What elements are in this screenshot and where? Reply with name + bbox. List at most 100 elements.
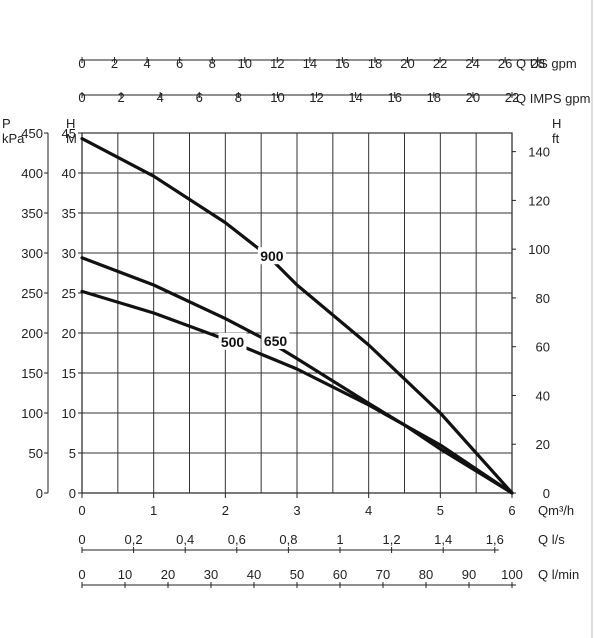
secondary-axis-label: Q IMPS gpm [516,91,590,106]
secondary-tick-label: 90 [462,567,476,582]
secondary-axis-us-gpm: 0 2 4 6 8 10 12 14 16 18 20 22 24 26 28Q US gpm [78,56,576,71]
pressure-tick-label: 50 [29,446,43,461]
secondary-axis-label: Q US gpm [516,56,577,71]
pressure-tick-label: 400 [21,166,43,181]
pressure-tick-label: 100 [21,406,43,421]
x-tick-label: 3 [293,503,300,518]
pressure-tick-label: 200 [21,326,43,341]
secondary-tick-label: 1 [336,532,343,547]
head-ft-axis-unit: ft [552,131,560,146]
secondary-tick-label: 70 [376,567,390,582]
secondary-tick-label: 16 [387,90,401,105]
secondary-tick-label: 100 [501,567,523,582]
secondary-tick-label: 20 [161,567,175,582]
head-m-tick-label: 10 [62,406,76,421]
head-m-tick-label: 25 [62,286,76,301]
curve-label-900: 900 [260,248,284,264]
head-ft-tick-label: 140 [528,145,550,160]
curves [80,137,514,495]
secondary-tick-label: 40 [247,567,261,582]
x-tick-label: 6 [508,503,515,518]
head-m-axis-label: H [66,116,75,131]
secondary-tick-label: 1,4 [434,532,452,547]
secondary-tick-label: 0 [78,90,85,105]
secondary-tick-label: 8 [209,56,216,71]
secondary-tick-label: 12 [309,90,323,105]
secondary-tick-label: 1,6 [486,532,504,547]
secondary-tick-label: 8 [235,90,242,105]
secondary-tick-label: 10 [238,56,252,71]
secondary-tick-label: 4 [143,56,150,71]
secondary-tick-label: 60 [333,567,347,582]
head-ft-axis-label: H [552,116,561,131]
curve-650 [80,256,514,495]
curve-label-background [261,332,290,349]
secondary-tick-label: 22 [505,90,519,105]
x-tick-label: 4 [365,503,372,518]
head-m-tick-label: 45 [62,126,76,141]
pressure-axis-label: P [2,116,11,131]
secondary-tick-label: 14 [303,56,317,71]
head-ft-tick-label: 100 [528,242,550,257]
head-ft-tick-label: 20 [536,437,550,452]
pressure-axis-unit: kPa [2,131,25,146]
curve-label-background [218,332,247,350]
secondary-axis-imps-gpm: 0 2 4 6 8 10 12 14 16 18 20 22Q IMPS gpm [78,90,590,106]
head-ft-tick-label: 80 [536,291,550,306]
secondary-tick-label: 22 [433,56,447,71]
secondary-tick-label: 0,6 [228,532,246,547]
curve-label-background [257,247,286,265]
secondary-tick-label: 24 [465,56,479,71]
secondary-tick-label: 4 [157,90,164,105]
head-m-tick-label: 20 [62,326,76,341]
head-m-tick-label: 15 [62,366,76,381]
x-tick-label: 5 [437,503,444,518]
secondary-tick-label: 10 [118,567,132,582]
secondary-tick-label: 6 [176,56,183,71]
curve-label-650: 650 [264,333,288,349]
secondary-tick-label: 2 [111,56,118,71]
secondary-tick-label: 0 [78,56,85,71]
secondary-tick-label: 2 [117,90,124,105]
curve-500 [80,289,514,495]
secondary-tick-label: 0,4 [176,532,194,547]
curve-900 [80,137,514,495]
secondary-tick-label: 80 [419,567,433,582]
pressure-tick-label: 150 [21,366,43,381]
head-m-tick-label: 40 [62,166,76,181]
secondary-tick-label: 1,2 [383,532,401,547]
secondary-tick-label: 26 [498,56,512,71]
labels: 900 650 500 [218,247,290,350]
head-m-axis-unit: M [66,131,77,146]
curve-label-500: 500 [221,334,245,350]
secondary-tick-label: 0 [78,532,85,547]
x-axis-label: Qm³/h [538,503,574,518]
secondary-axis-label: Q l/min [538,567,579,582]
secondary-tick-label: 28 [530,56,544,71]
pressure-tick-label: 450 [21,126,43,141]
secondary-tick-label: 18 [427,90,441,105]
pressure-tick-label: 300 [21,246,43,261]
head-m-tick-label: 30 [62,246,76,261]
secondary-tick-label: 20 [466,90,480,105]
secondary-tick-label: 0,2 [125,532,143,547]
head-m-tick-label: 5 [69,446,76,461]
secondary-tick-label: 50 [290,567,304,582]
x-tick-label: 1 [150,503,157,518]
secondary-tick-label: 14 [348,90,362,105]
secondary-axis-label: Q l/s [538,532,565,547]
secondary-tick-label: 10 [270,90,284,105]
pressure-tick-label: 0 [36,486,43,501]
head-ft-tick-label: 120 [528,193,550,208]
x-tick-label: 2 [222,503,229,518]
grid [81,0,593,638]
secondary-tick-label: 12 [270,56,284,71]
secondary-tick-label: 30 [204,567,218,582]
secondary-tick-label: 0 [78,567,85,582]
head-ft-tick-label: 40 [536,388,550,403]
head-m-tick-label: 35 [62,206,76,221]
secondary-tick-label: 0,8 [279,532,297,547]
axes: 0510152025303540450501001502002503003504… [21,56,590,588]
secondary-axis-l-s: 0 0,2 0,4 0,6 0,8 1 1,2 1,4 1,6 Q l/s [78,532,565,553]
